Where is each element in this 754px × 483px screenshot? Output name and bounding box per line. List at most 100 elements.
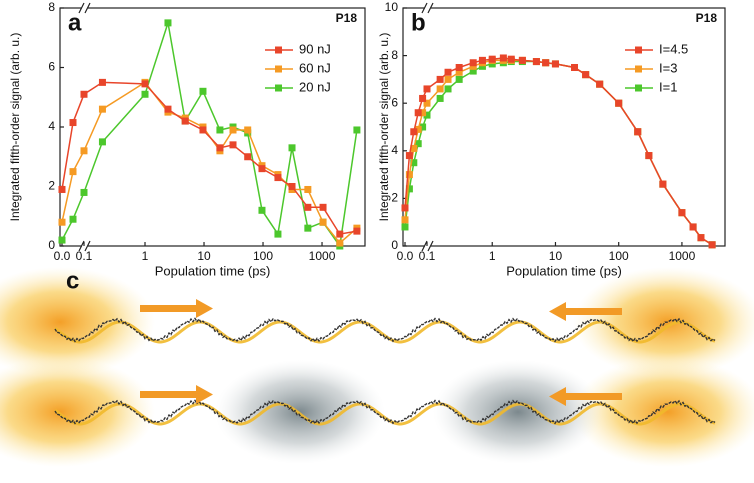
series-line	[61, 81, 358, 245]
data-point	[181, 117, 189, 125]
annotation: P18	[336, 11, 358, 25]
legend-marker	[275, 46, 282, 54]
data-point	[455, 75, 463, 83]
data-point	[499, 54, 507, 62]
data-point	[319, 203, 327, 211]
data-point	[353, 126, 361, 134]
exciton-cloud	[215, 360, 385, 464]
data-point	[518, 56, 526, 64]
data-point	[488, 55, 496, 63]
y-tick-label: 0	[48, 238, 55, 252]
excitation-glow	[0, 267, 155, 377]
data-point	[542, 59, 550, 67]
data-point	[98, 105, 106, 113]
data-point	[244, 126, 252, 134]
arrow-head	[549, 387, 566, 406]
data-point	[532, 58, 540, 66]
data-point	[216, 144, 224, 152]
data-point	[469, 62, 477, 70]
data-point	[410, 159, 418, 167]
chain-atoms	[54, 399, 716, 425]
data-point	[436, 75, 444, 83]
panel-c: c	[0, 267, 754, 467]
data-point	[304, 185, 312, 193]
x-tick-label: 1000	[669, 249, 696, 263]
legend-marker	[635, 84, 642, 92]
legend-label: I=1	[659, 79, 677, 94]
legend-marker	[275, 65, 282, 73]
data-point	[645, 152, 653, 160]
y-tick-label: 2	[391, 191, 398, 205]
data-point	[697, 234, 705, 242]
x-tick-label: 0.1	[76, 249, 93, 263]
y-tick-label: 0	[391, 238, 398, 252]
polymer-chains	[54, 317, 716, 426]
data-point	[80, 90, 88, 98]
data-point	[410, 128, 418, 136]
y-tick-label: 6	[391, 95, 398, 109]
y-tick-label: 6	[48, 60, 55, 74]
y-axis-label: Integrated fifth-order signal (arb. u.)	[8, 33, 22, 222]
data-point	[444, 68, 452, 76]
data-point	[405, 171, 413, 179]
data-point	[199, 87, 207, 95]
excitation-glow	[573, 267, 754, 377]
data-point	[98, 78, 106, 86]
chart: 0 2 4 6 8 0.0 0.1 1 10 100 1000 Population time (ps…	[8, 0, 366, 278]
data-point	[414, 109, 422, 117]
data-point	[478, 56, 486, 64]
arrows	[140, 299, 622, 406]
data-point	[141, 80, 149, 88]
data-point	[304, 224, 312, 232]
axis-break-gap	[82, 5, 88, 11]
data-point	[69, 168, 77, 176]
axis-break	[421, 240, 434, 252]
axis-break-gap	[82, 243, 88, 249]
data-point	[58, 236, 66, 244]
data-point	[634, 128, 642, 136]
data-point	[319, 218, 327, 226]
data-point	[469, 67, 477, 75]
data-point	[444, 75, 452, 83]
data-point	[596, 80, 604, 88]
x-tick-label: 100	[253, 249, 273, 263]
data-point	[410, 144, 418, 152]
data-point	[689, 223, 697, 231]
panel-label: a	[68, 9, 82, 36]
x-tick-label: 10	[549, 249, 563, 263]
data-point	[659, 180, 667, 188]
data-point	[678, 209, 686, 217]
data-point	[288, 144, 296, 152]
data-point	[708, 241, 716, 249]
data-point	[488, 60, 496, 68]
plot-frame	[402, 7, 726, 247]
panel-label: c	[66, 267, 79, 294]
y-tick-label: 4	[391, 143, 398, 157]
data-point	[455, 64, 463, 71]
data-point	[58, 185, 66, 193]
data-point	[336, 239, 344, 247]
data-point	[423, 85, 431, 93]
arrow-head	[196, 299, 213, 318]
data-point	[304, 203, 312, 211]
annotation: P18	[696, 11, 718, 25]
exciton-cloud	[433, 360, 603, 464]
data-point	[582, 71, 590, 79]
data-point	[414, 125, 422, 133]
axis-break-gap	[425, 5, 431, 11]
axis-break-gap	[425, 243, 431, 249]
arrow	[566, 308, 622, 315]
x-tick-label: 1000	[309, 249, 336, 263]
data-point	[551, 60, 559, 68]
data-point	[469, 59, 477, 67]
x-tick-label: 0.0	[397, 249, 414, 263]
data-point	[405, 185, 413, 193]
data-point	[436, 85, 444, 93]
legend-label: I=4.5	[659, 41, 688, 56]
data-point	[69, 119, 77, 127]
data-point	[401, 204, 409, 212]
arrow	[140, 391, 196, 398]
y-tick-label: 10	[385, 0, 399, 14]
data-point	[98, 138, 106, 146]
